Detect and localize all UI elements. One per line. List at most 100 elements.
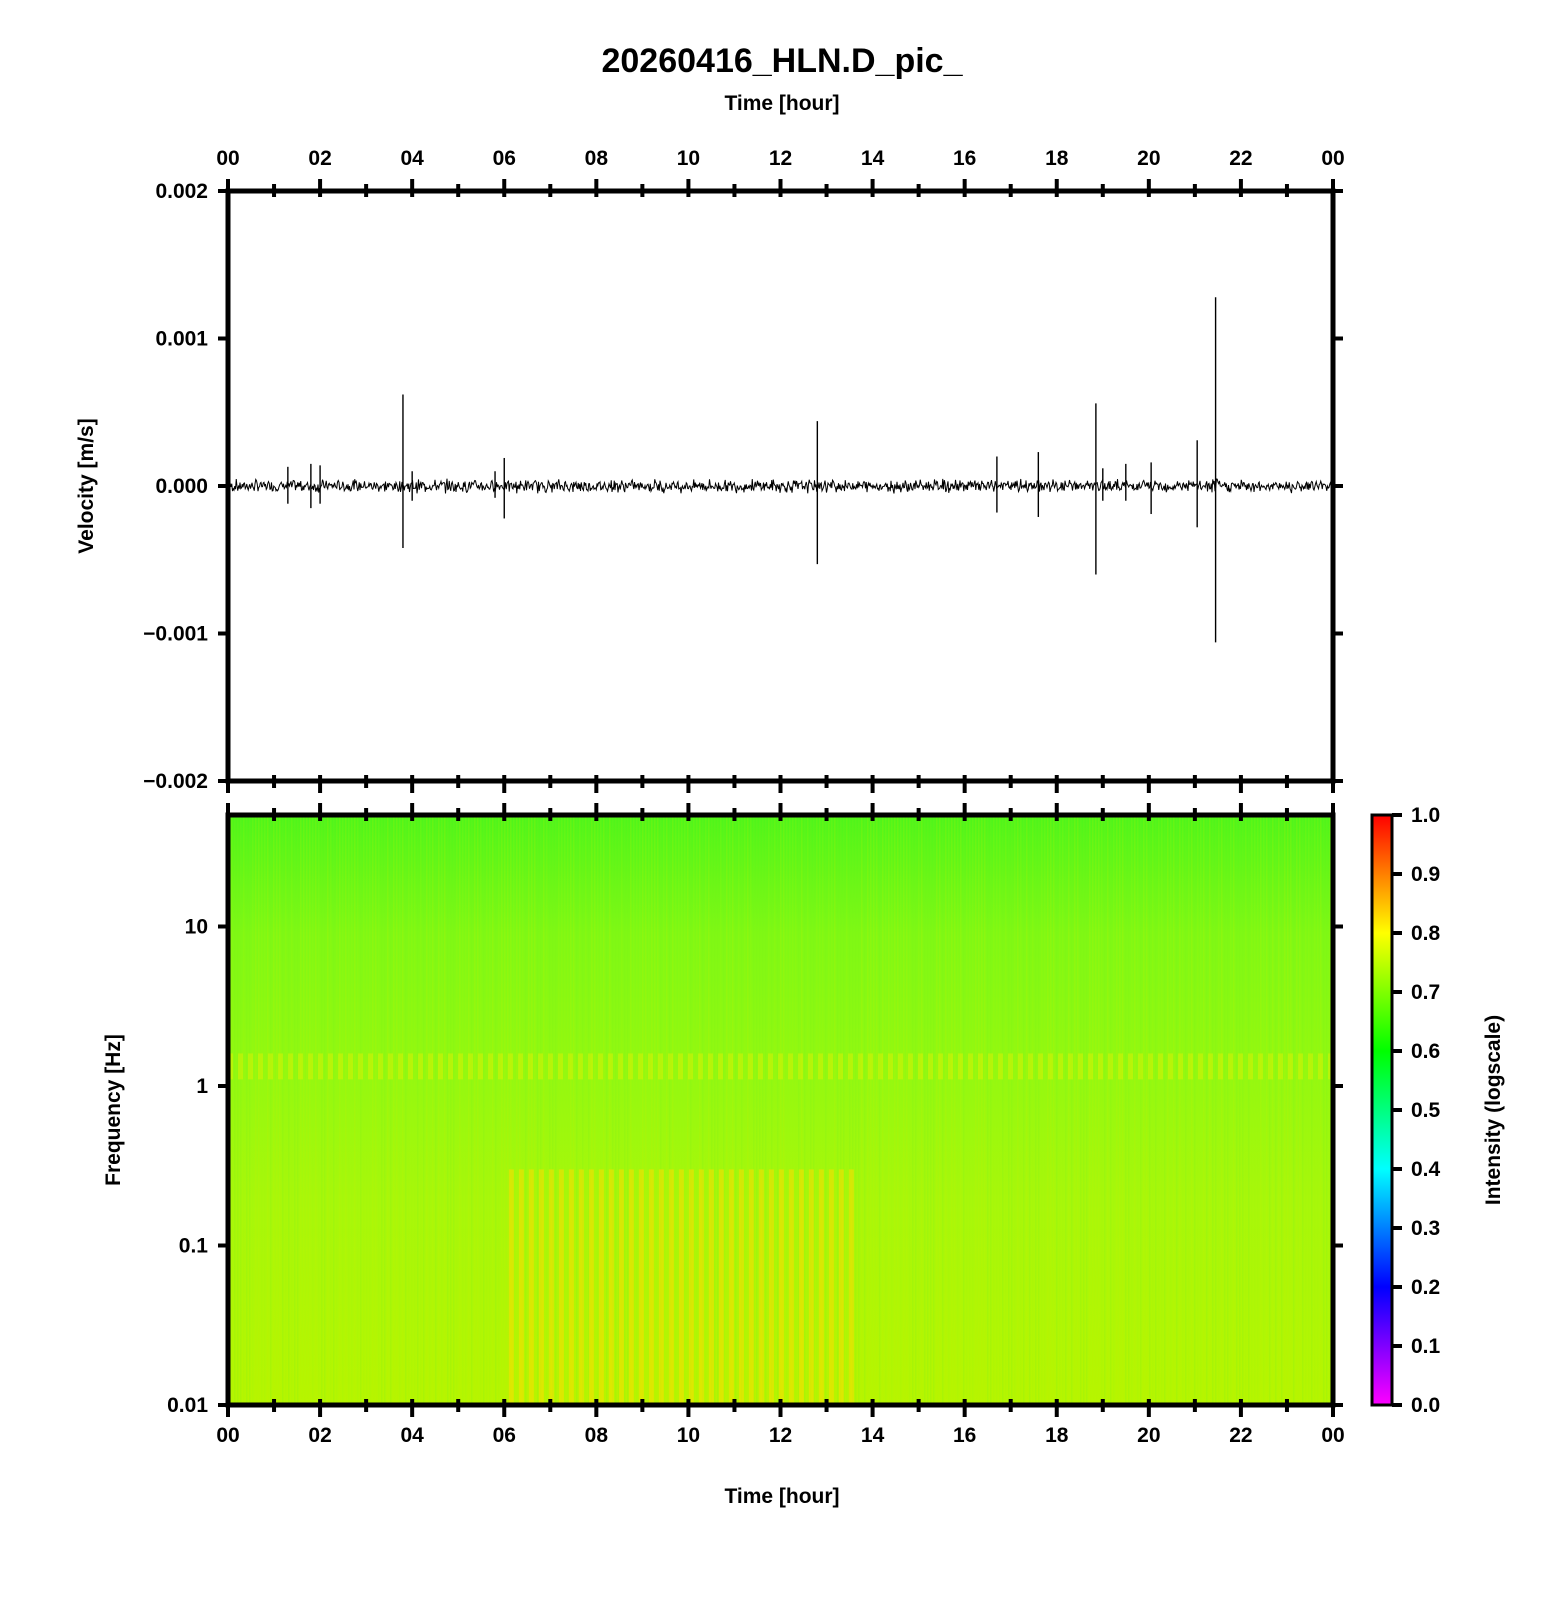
spectrogram-stripe <box>630 815 632 1405</box>
spectrogram-stripe <box>984 815 986 1405</box>
spectrogram-stripe <box>1191 815 1193 1405</box>
spectrogram-stripe <box>318 815 320 1405</box>
colorbar-tick-label: 0.5 <box>1411 1099 1441 1122</box>
spectrogram-stripe <box>738 815 740 1405</box>
velocity-panel: 00 02 04 06 08 10 12 14 16 18 20 22 00 0.0020.0010.0… <box>75 147 1345 793</box>
spectrogram-stripe <box>945 815 947 1405</box>
spectrogram-band-cell <box>758 1053 763 1080</box>
spectrogram-band-cell <box>588 1053 593 1080</box>
spectrogram-band-cell <box>628 1169 634 1405</box>
spectrogram-stripe <box>360 815 362 1405</box>
spectrogram-stripe <box>1299 815 1301 1405</box>
spectrogram-stripe <box>510 815 512 1405</box>
spectrogram-band-cell <box>1168 1053 1173 1080</box>
spectrogram-stripe <box>750 815 752 1405</box>
y-tick-label: 0.01 <box>167 1394 208 1417</box>
spectrogram-stripe <box>1026 815 1028 1405</box>
spectrogram-band-cell <box>608 1169 614 1405</box>
x-tick-label: 10 <box>677 147 700 170</box>
spectrogram-stripe <box>666 815 668 1405</box>
spectrogram-stripe <box>489 815 491 1405</box>
spectrogram-stripe <box>336 815 338 1405</box>
spectrogram-stripe <box>1023 815 1025 1405</box>
spectrogram-stripe <box>1206 815 1208 1405</box>
spectrogram-stripe <box>822 815 824 1405</box>
spectrogram-stripe <box>729 815 731 1405</box>
spectrogram-band-cell <box>868 1053 873 1080</box>
spectrogram-stripe <box>1116 815 1118 1405</box>
spectrogram-band-cell <box>1008 1053 1013 1080</box>
spectrogram-stripe <box>774 815 776 1405</box>
spectrogram-stripe <box>1035 815 1037 1405</box>
spectrogram-stripe <box>582 815 584 1405</box>
x-tick-label: 20 <box>1137 147 1160 170</box>
spectrogram-stripe <box>657 815 659 1405</box>
spectrogram-band-cell <box>898 1053 903 1080</box>
spectrogram-stripe <box>1311 815 1313 1405</box>
spectrogram-band-cell <box>1198 1053 1203 1080</box>
spectrogram-stripe <box>312 815 314 1405</box>
spectrogram-stripe <box>1278 815 1280 1405</box>
spectrogram-stripe <box>609 815 611 1405</box>
spectrogram-stripe <box>1080 815 1082 1405</box>
spectrogram-stripe <box>381 815 383 1405</box>
x-tick-label: 08 <box>585 1424 609 1447</box>
spectrogram-stripe <box>543 815 545 1405</box>
spectrogram-band-cell <box>788 1169 794 1405</box>
spectrogram-stripe <box>414 815 416 1405</box>
velocity-y-ticks: 0.002 0.001 0.000 −0.001 −0.002 <box>143 180 1343 793</box>
spectrogram-band-cell <box>1288 1053 1293 1080</box>
spectrogram-stripe <box>888 815 890 1405</box>
spectrogram-stripe <box>1020 815 1022 1405</box>
spectrogram-band-cell <box>368 1053 373 1080</box>
spectrogram-stripe <box>735 815 737 1405</box>
spectrogram-stripe <box>1104 815 1106 1405</box>
velocity-y-axis-label: Velocity [m/s] <box>75 418 98 553</box>
spectrogram-stripe <box>1287 815 1289 1405</box>
spectrogram-stripe <box>459 815 461 1405</box>
spectrogram-stripe <box>981 815 983 1405</box>
spectrogram-stripe <box>237 815 239 1405</box>
spectrogram-stripe <box>396 815 398 1405</box>
spectrogram-stripe <box>471 815 473 1405</box>
y-tick-label: −0.001 <box>143 623 208 646</box>
spectrogram-stripe <box>930 815 932 1405</box>
spectrogram-stripe <box>966 815 968 1405</box>
y-tick-label: 0.001 <box>155 328 208 351</box>
spectrogram-stripe <box>1176 815 1178 1405</box>
spectrogram-stripe <box>906 815 908 1405</box>
spectrogram-stripe <box>1230 815 1232 1405</box>
spectrogram-stripe <box>330 815 332 1405</box>
spectrogram-stripe <box>537 815 539 1405</box>
spectrogram-stripe <box>597 815 599 1405</box>
spectrogram-stripe <box>483 815 485 1405</box>
spectrogram-stripe <box>333 815 335 1405</box>
spectrogram-stripe <box>1302 815 1304 1405</box>
colorbar-tick-label: 0.3 <box>1411 1217 1440 1240</box>
spectrogram-stripe <box>1275 815 1277 1405</box>
spectrogram-stripe <box>501 815 503 1405</box>
spectrogram-stripe <box>918 815 920 1405</box>
spectrogram-stripe <box>678 815 680 1405</box>
spectrogram-stripe <box>993 815 995 1405</box>
spectrogram-stripe <box>345 815 347 1405</box>
spectrogram-stripe <box>642 815 644 1405</box>
spectrogram-band-cell <box>848 1169 854 1405</box>
spectrogram-stripe <box>282 815 284 1405</box>
colorbar-tick-label: 0.8 <box>1411 922 1441 945</box>
spectrogram-stripe <box>1188 815 1190 1405</box>
spectrogram-stripe <box>864 815 866 1405</box>
spectrogram-band-cell <box>348 1053 353 1080</box>
spectrogram-stripe <box>357 815 359 1405</box>
spectrogram-band-cell <box>1298 1053 1303 1080</box>
spectrogram-stripe <box>879 815 881 1405</box>
spectrogram-stripe <box>297 815 299 1405</box>
spectrogram-stripe <box>765 815 767 1405</box>
colorbar-tick-label: 0.1 <box>1411 1335 1441 1358</box>
spectrogram-stripe <box>585 815 587 1405</box>
spectrogram-stripe <box>378 815 380 1405</box>
spectrogram-stripe <box>1179 815 1181 1405</box>
spectrogram-stripe <box>1218 815 1220 1405</box>
spectrogram-stripe <box>549 815 551 1405</box>
spectrogram-stripes <box>228 815 1333 1405</box>
